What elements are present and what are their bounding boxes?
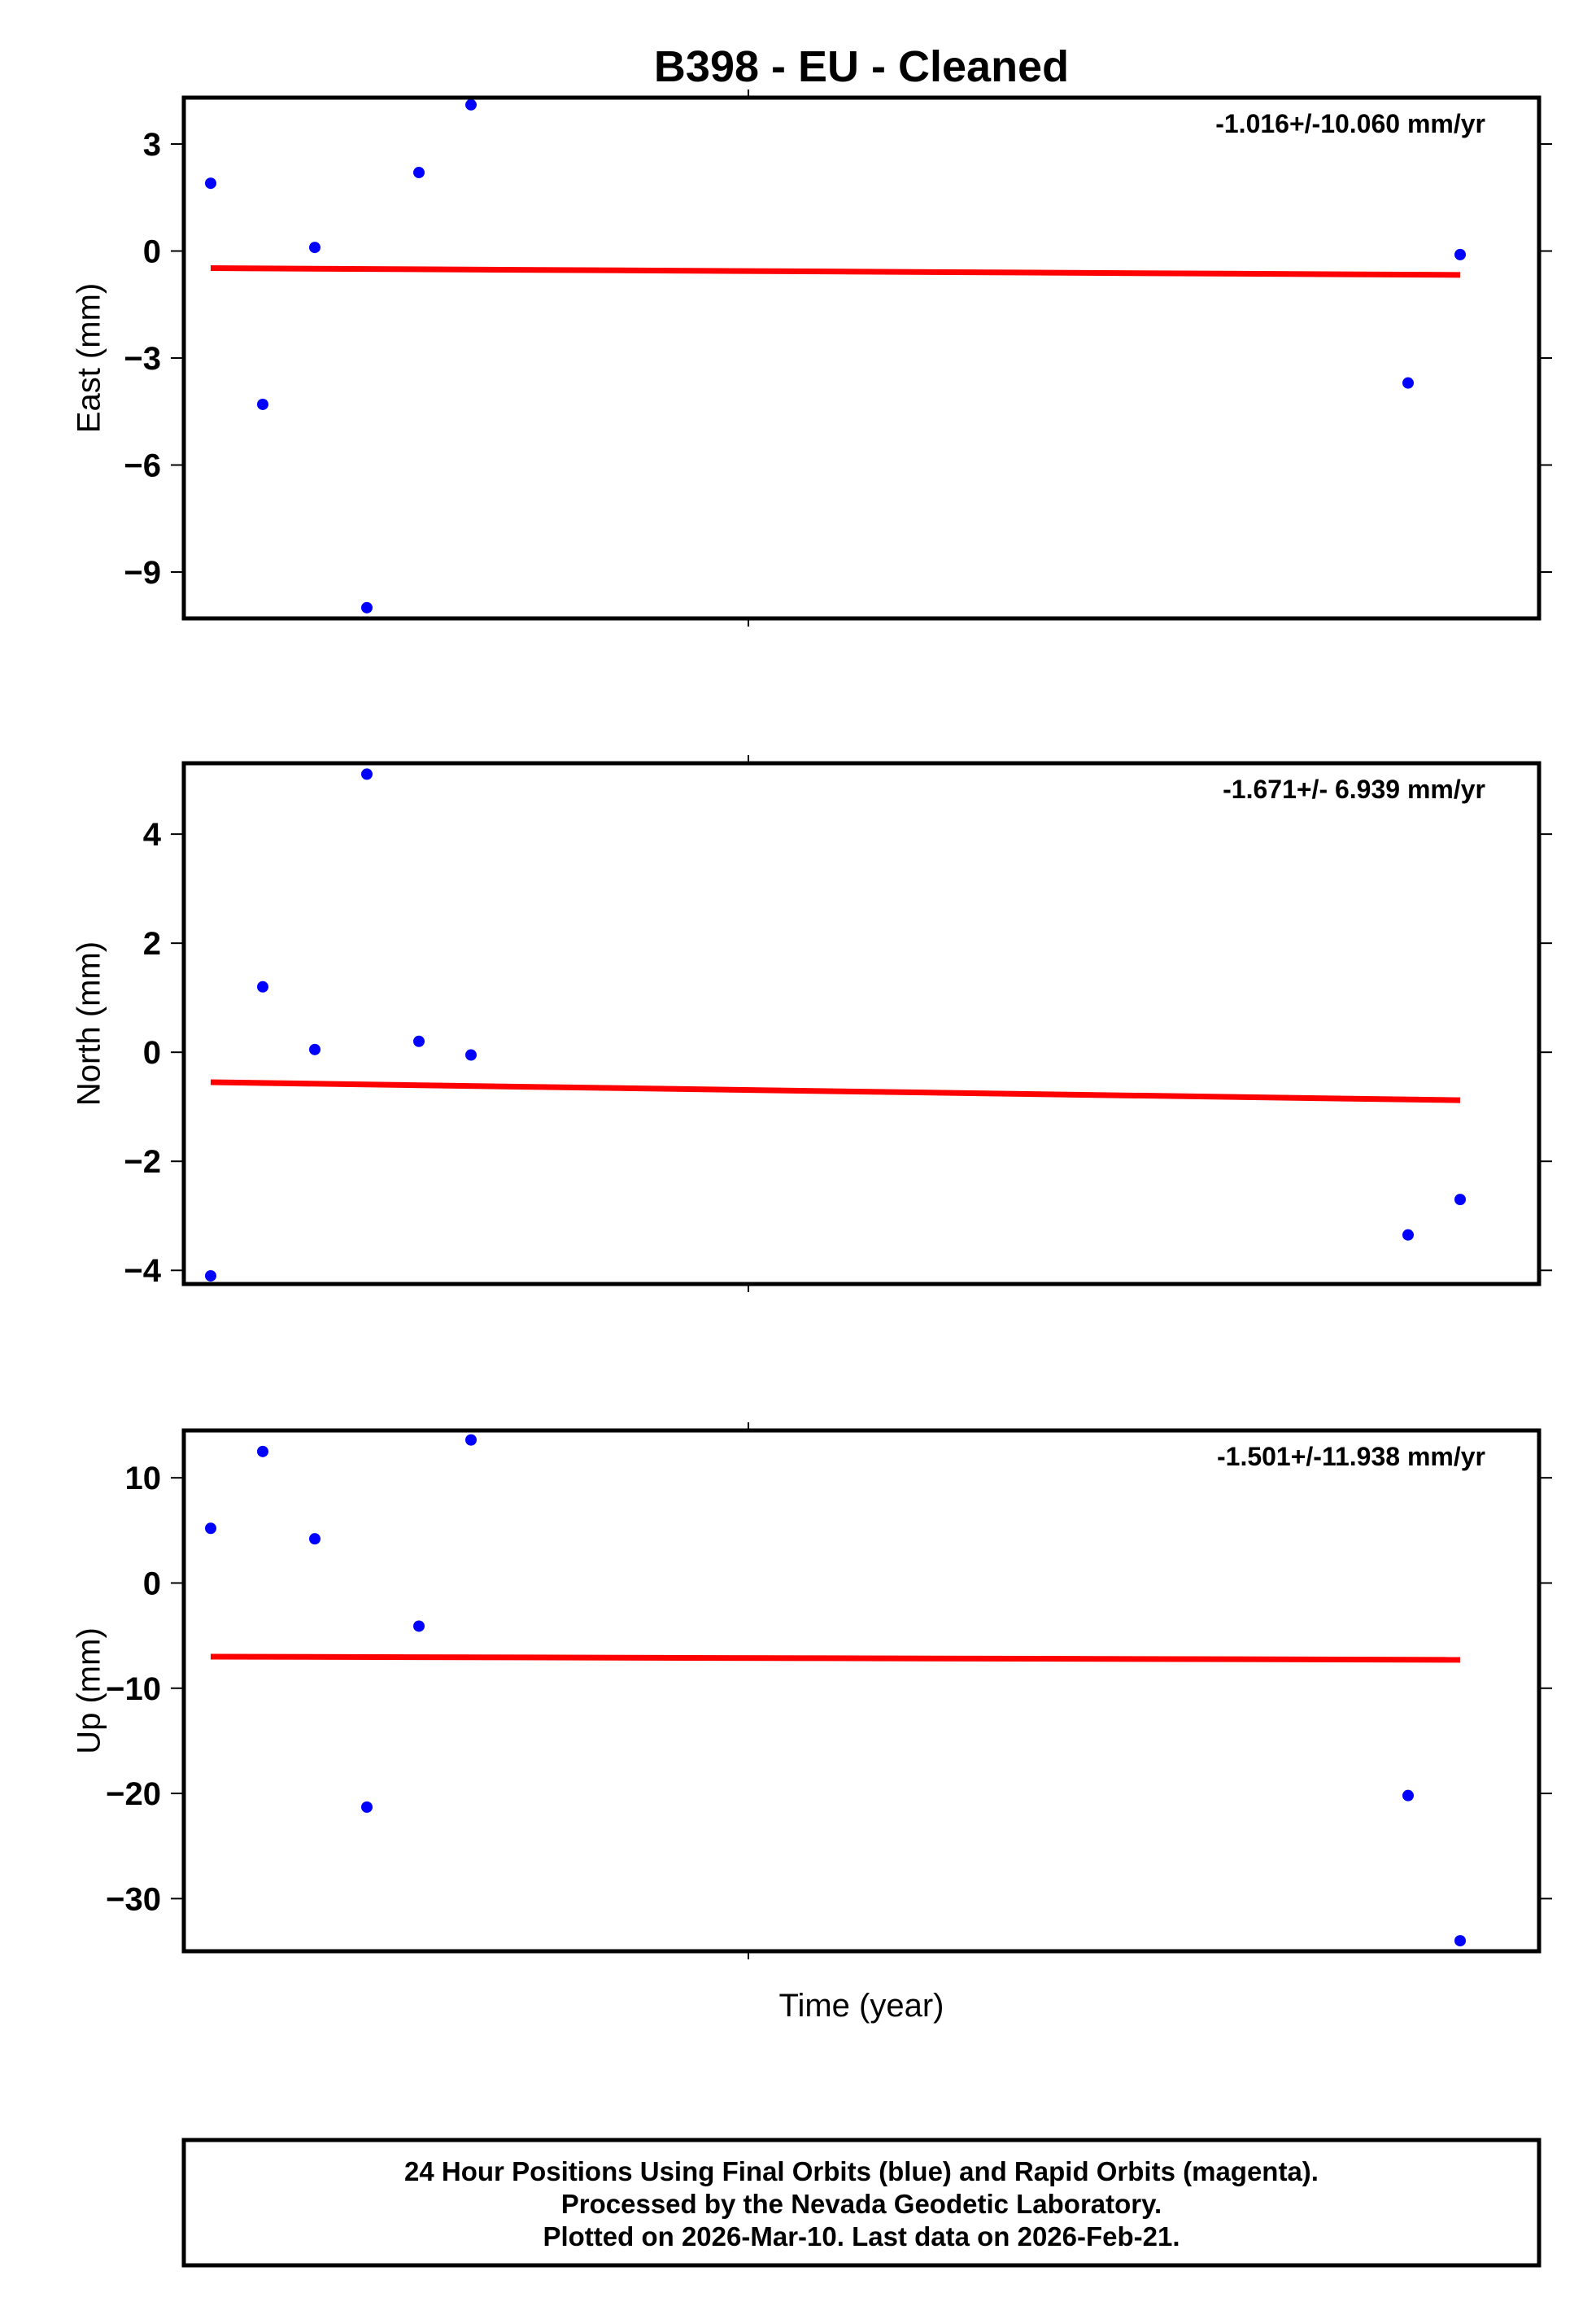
north-ytick-label: −4 — [124, 1253, 161, 1289]
up-ytick-label: −10 — [106, 1671, 161, 1707]
up-panel: 10 0 −10 −20 −30 Up (mm) -1.501+/-11.938 mm/yr — [72, 1422, 1552, 1959]
east-ytick-label: 3 — [143, 127, 161, 163]
north-data-point — [413, 1035, 425, 1047]
up-data-point — [205, 1522, 216, 1535]
footer-line-1: 24 Hour Positions Using Final Orbits (bl… — [404, 2156, 1319, 2186]
north-plot-frame — [181, 761, 1541, 1286]
north-data-point — [205, 1269, 216, 1282]
east-y-axis-label: East (mm) — [72, 283, 107, 433]
east-trend-line — [210, 265, 1461, 278]
up-trend-line — [210, 1653, 1461, 1663]
up-data-point — [465, 1434, 477, 1446]
east-plot-frame — [181, 95, 1541, 621]
up-plot-frame — [181, 1428, 1541, 1954]
east-rate-label: -1.016+/-10.060 mm/yr — [1215, 109, 1485, 138]
north-panel: 4 2 0 −2 −4 North (mm) -1.671+/- 6.939 mm/yr — [72, 755, 1552, 1292]
north-data-point — [361, 768, 373, 780]
up-y-axis-label: Up (mm) — [72, 1627, 107, 1754]
up-data-point — [1454, 1935, 1466, 1947]
north-ytick-label: −2 — [124, 1144, 161, 1180]
up-data-point — [257, 1445, 268, 1457]
east-data-point — [1454, 248, 1466, 260]
north-ytick-label: 0 — [143, 1035, 161, 1071]
east-panel: 3 0 −3 −6 −9 East (mm) -1.016+/-10.060 mm/yr — [72, 90, 1552, 627]
panels: 3 0 −3 −6 −9 East (mm) -1.016+/-10.060 mm/yr 4 2… — [72, 90, 1552, 1959]
north-trend-line — [210, 1079, 1461, 1103]
up-ytick-label: 0 — [143, 1566, 161, 1601]
up-data-point — [413, 1620, 425, 1632]
east-data-point — [413, 167, 425, 179]
north-ytick-label: 2 — [143, 926, 161, 962]
north-data-point — [465, 1049, 477, 1061]
north-data-point — [1402, 1229, 1414, 1241]
up-ytick-label: −30 — [106, 1881, 161, 1917]
east-data-point — [205, 177, 216, 190]
footer-line-2: Processed by the Nevada Geodetic Laborat… — [561, 2189, 1162, 2219]
north-data-point — [1454, 1194, 1466, 1206]
east-ytick-label: −6 — [124, 448, 161, 484]
footer-box: 24 Hour Positions Using Final Orbits (bl… — [181, 2138, 1541, 2268]
east-data-point — [309, 242, 321, 254]
chart-title: B398 - EU - Cleaned — [654, 42, 1069, 91]
footer-line-3: Plotted on 2026-Mar-10. Last data on 202… — [543, 2221, 1180, 2251]
east-data-point — [361, 601, 373, 614]
x-axis-label: Time (year) — [779, 1988, 944, 2024]
footer-frame — [181, 2138, 1541, 2268]
east-data-point — [257, 398, 268, 410]
east-ytick-label: −3 — [124, 341, 161, 377]
north-ytick-label: 4 — [143, 817, 162, 853]
east-data-point — [1402, 377, 1414, 389]
up-ytick-label: −20 — [106, 1776, 161, 1812]
up-rate-label: -1.501+/-11.938 mm/yr — [1217, 1442, 1485, 1471]
up-data-point — [361, 1801, 373, 1813]
north-data-point — [257, 980, 268, 993]
north-y-axis-label: North (mm) — [72, 941, 107, 1106]
east-ytick-label: −9 — [124, 555, 161, 591]
north-data-point — [309, 1043, 321, 1055]
east-ytick-label: 0 — [143, 234, 161, 269]
north-rate-label: -1.671+/- 6.939 mm/yr — [1223, 775, 1485, 804]
up-data-point — [1402, 1789, 1414, 1802]
east-data-point — [465, 98, 477, 111]
up-ytick-label: 10 — [125, 1461, 162, 1496]
up-data-point — [309, 1533, 321, 1545]
